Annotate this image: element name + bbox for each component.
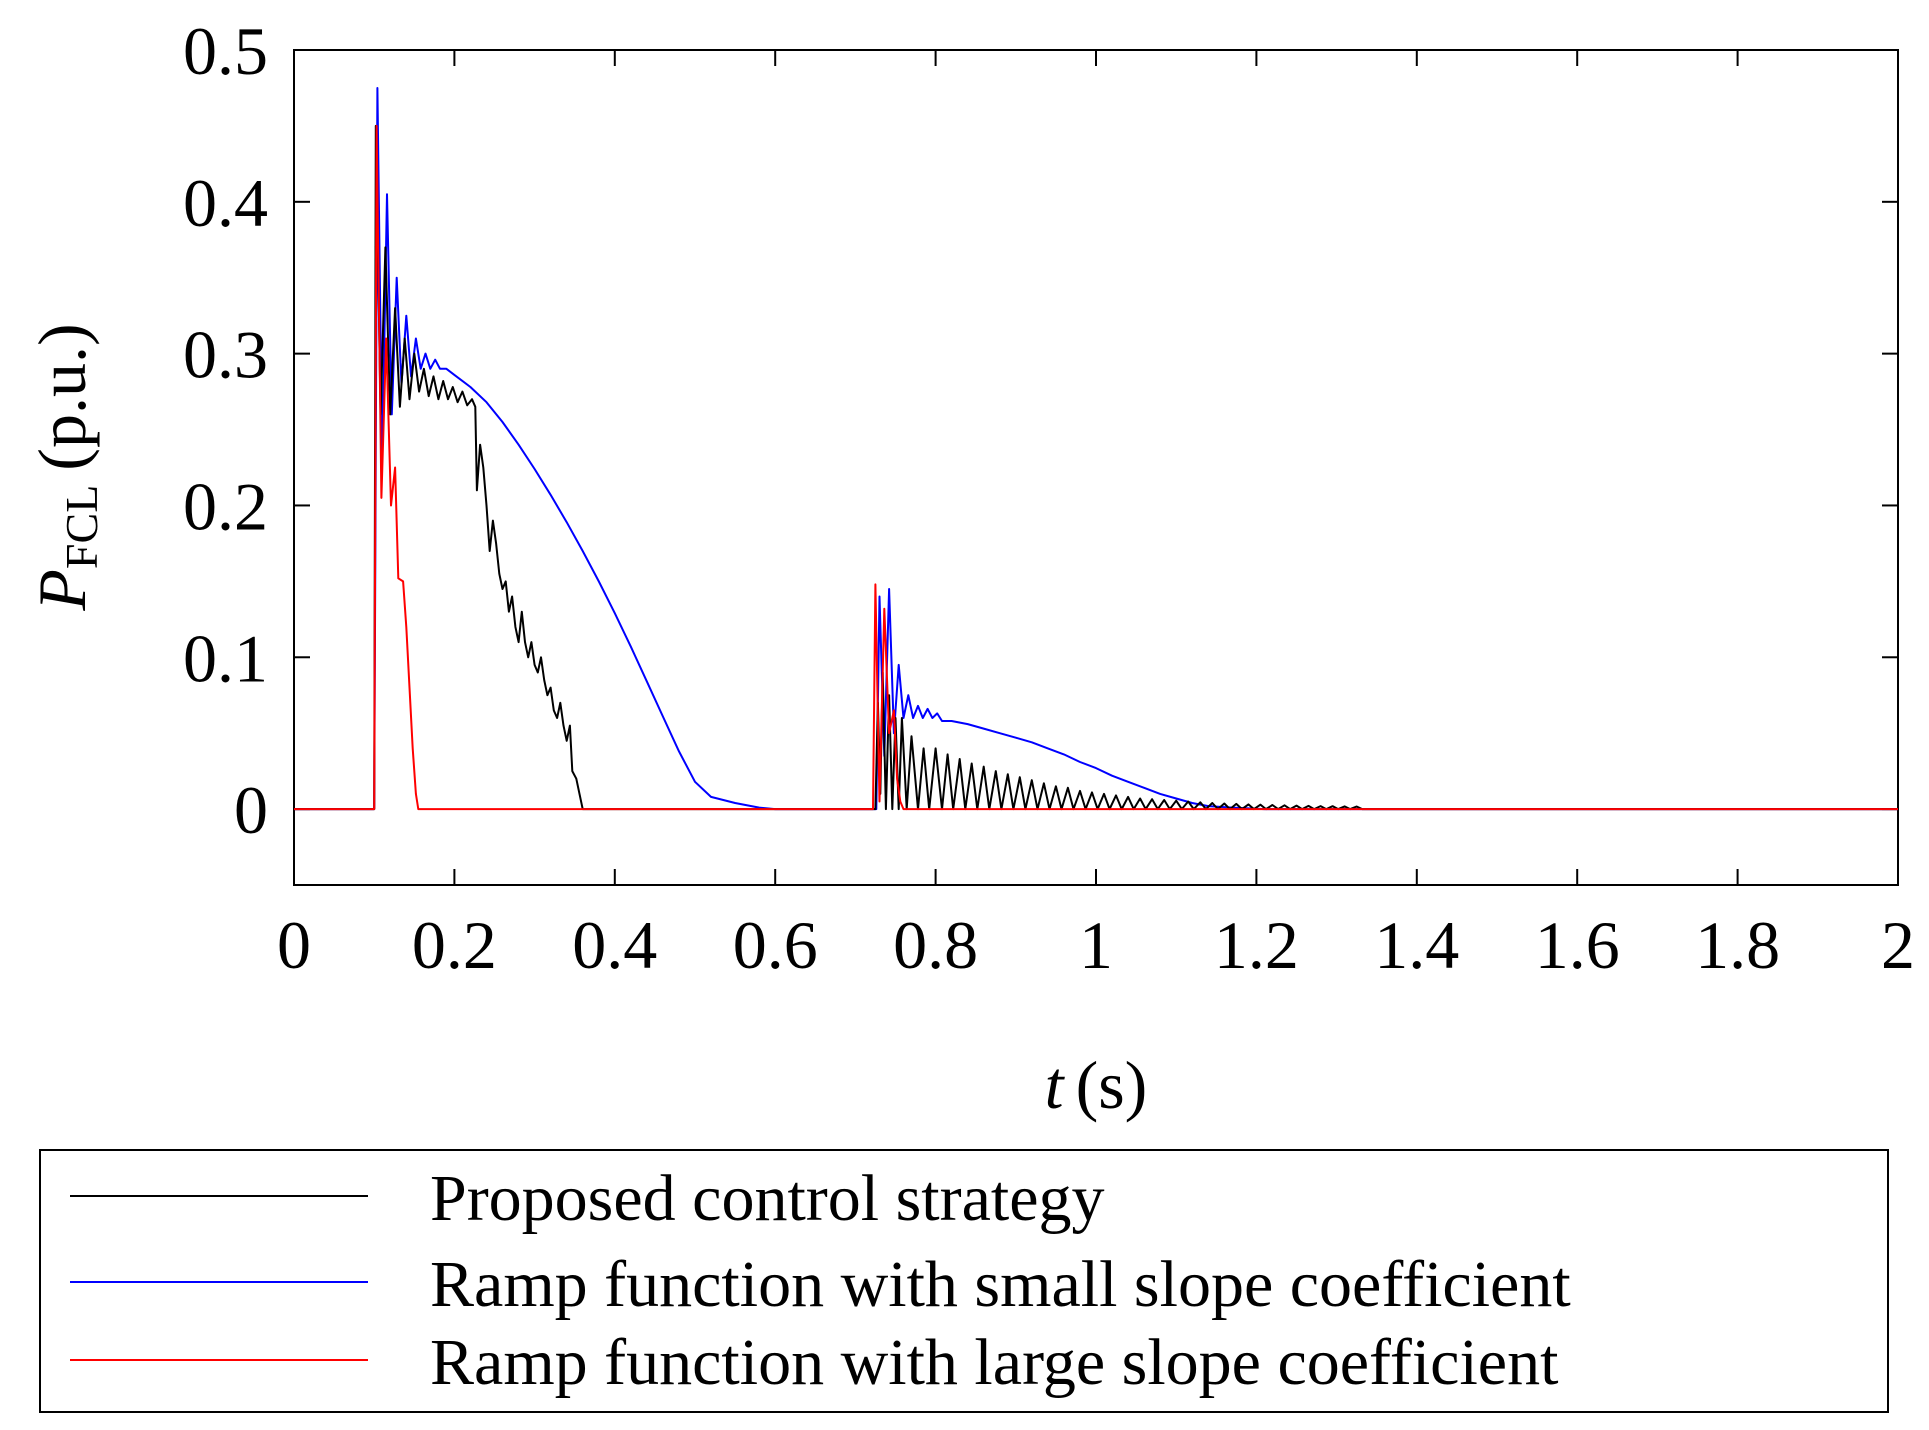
legend-label-small-slope: Ramp function with small slope coefficie… bbox=[430, 1248, 1571, 1321]
y-tick-label: 0.2 bbox=[183, 468, 268, 544]
legend: Proposed control strategy Ramp function … bbox=[39, 1149, 1889, 1413]
legend-label-large-slope: Ramp function with large slope coefficie… bbox=[430, 1326, 1558, 1399]
x-tick-label: 0.8 bbox=[893, 907, 978, 983]
y-axis-label: PFCL(p.u.) bbox=[24, 323, 107, 611]
x-axis-label: t (s) bbox=[1045, 1047, 1148, 1123]
y-tick-label: 0.5 bbox=[183, 13, 268, 89]
y-tick-label: 0.3 bbox=[183, 317, 268, 393]
y-tick-label: 0.4 bbox=[183, 165, 268, 241]
y-tick-label: 0 bbox=[234, 772, 268, 848]
series-line-0 bbox=[294, 124, 1898, 811]
x-tick-label: 1.6 bbox=[1535, 907, 1620, 983]
x-tick-label: 1 bbox=[1079, 907, 1113, 983]
legend-label-proposed: Proposed control strategy bbox=[430, 1162, 1105, 1235]
x-axis-ticks: 0 0.2 0.4 0.6 0.8 1 1.2 1.4 1.6 1.8 2 bbox=[277, 50, 1915, 983]
x-tick-label: 0.6 bbox=[733, 907, 818, 983]
y-axis-ticks: 0 0.1 0.2 0.3 0.4 0.5 bbox=[183, 13, 1898, 848]
x-tick-label: 2 bbox=[1881, 907, 1915, 983]
series-layer bbox=[294, 87, 1898, 811]
y-tick-label: 0.1 bbox=[183, 620, 268, 696]
series-line-1 bbox=[294, 87, 1898, 811]
x-tick-label: 1.2 bbox=[1214, 907, 1299, 983]
x-tick-label: 1.8 bbox=[1695, 907, 1780, 983]
x-tick-label: 0.2 bbox=[412, 907, 497, 983]
series-line-2 bbox=[294, 124, 1898, 811]
x-tick-label: 0 bbox=[277, 907, 311, 983]
x-tick-label: 1.4 bbox=[1374, 907, 1459, 983]
x-tick-label: 0.4 bbox=[572, 907, 657, 983]
